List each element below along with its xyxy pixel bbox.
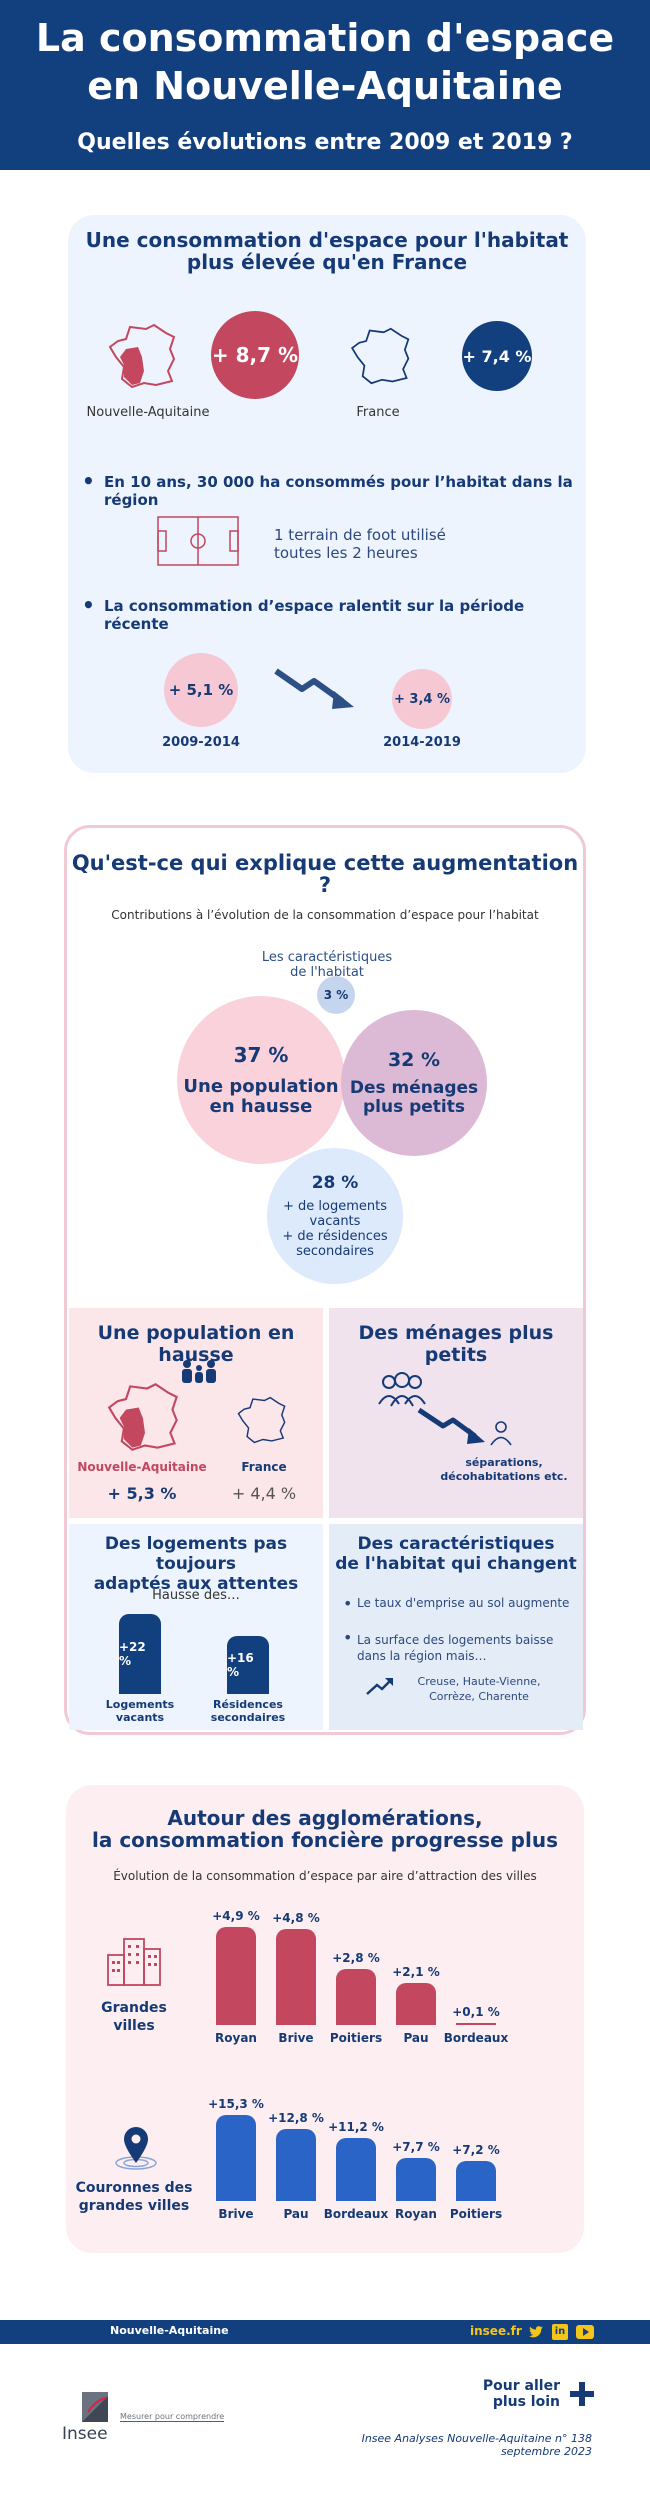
chart-bar <box>396 2157 436 2201</box>
chart-bar-label: +4,8 % <box>272 1911 320 1925</box>
section3-subtitle: Évolution de la consommation d’espace pa… <box>113 1869 537 1883</box>
period2-label: 2014-2019 <box>383 735 461 750</box>
habitat-char-bubble: 3 % <box>317 976 355 1014</box>
chart-category-label: Poitiers <box>449 2207 503 2221</box>
panel-menages: Des ménages plus petits séparations, déc… <box>329 1308 583 1518</box>
footer-site-link[interactable]: insee.fr <box>470 2324 522 2338</box>
insee-logo-icon <box>82 2392 108 2422</box>
habitat-char-label: Les caractéristiques de l'habitat <box>261 950 393 980</box>
panel-population: Une population en hausse Nouvelle-Aquita… <box>69 1308 323 1518</box>
chart-category-label: Royan <box>215 2031 257 2045</box>
menages-bubble: 32 % Des ménages plus petits <box>341 1010 487 1156</box>
page-subtitle: Quelles évolutions entre 2009 et 2019 ? <box>77 130 573 155</box>
fr-map-icon <box>237 1396 286 1444</box>
page-title: La consommation d'espace en Nouvelle-Aqu… <box>35 16 615 108</box>
chart-grandes-villes: +4,9 % Royan +4,8 % Brive +2,8 % Poitiers +2,1… <box>66 1785 584 2253</box>
bar-logements-vacants: +22 % <box>119 1614 161 1694</box>
person-icon <box>490 1421 512 1446</box>
chart-category-label: Bordeaux <box>323 2207 389 2221</box>
panel-logements: Des logements pas toujours adaptés aux a… <box>69 1524 323 1730</box>
insee-logo-text: Insee <box>62 2424 108 2444</box>
chart-bar <box>216 1927 256 2025</box>
trend-down-arrow-icon <box>274 668 354 709</box>
section-explication: Qu'est-ce qui explique cette augmentatio… <box>64 825 586 1735</box>
section-habitat: Une consommation d'espace pour l'habitat… <box>68 215 586 773</box>
p4-bullet2: • La surface des logements baisse dans l… <box>343 1628 554 1664</box>
page-header: La consommation d'espace en Nouvelle-Aqu… <box>0 0 650 170</box>
chart-bar <box>456 2160 496 2201</box>
chart-bar <box>276 1929 316 2025</box>
chart-bar-label: +12,8 % <box>268 2111 324 2125</box>
section3-title: Autour des agglomérations, la consommati… <box>92 1806 558 1852</box>
location-pin-icon <box>115 2127 157 2170</box>
section2-title: Qu'est-ce qui explique cette augmentatio… <box>71 851 579 897</box>
france-map-icon <box>350 327 410 385</box>
period2-bubble: + 3,4 % <box>392 669 452 729</box>
group2-label: Couronnes des grandes villes <box>75 2180 193 2214</box>
chart-bar <box>336 1969 376 2025</box>
chart-bar-label: +11,2 % <box>328 2120 384 2134</box>
chart-bar-label: +0,1 % <box>452 2005 500 2019</box>
chart-bar <box>276 2129 316 2201</box>
chart-category-label: Poitiers <box>329 2031 383 2045</box>
trend-up-arrow-icon <box>366 1678 393 1695</box>
na-label: Nouvelle-Aquitaine <box>86 405 210 420</box>
chart-bar <box>456 2023 496 2025</box>
bullet-ha: En 10 ans, 30 000 ha consommés pour l’ha… <box>82 469 574 509</box>
france-map-na-icon <box>108 323 176 389</box>
chart-bar-label: +2,1 % <box>392 1965 440 1979</box>
chart-category-label: Brive <box>278 2031 314 2045</box>
group1-label: Grandes villes <box>101 2000 167 2034</box>
panel-caracteristiques: Des caractéristiques de l'habitat qui ch… <box>329 1524 583 1730</box>
insee-tagline: Mesurer pour comprendre <box>120 2412 225 2422</box>
chart-bar <box>336 2138 376 2201</box>
chart-bar <box>396 1983 436 2025</box>
football-field-icon <box>157 516 239 566</box>
city-buildings-icon <box>107 1938 161 1986</box>
chart-bar-label: +7,2 % <box>452 2142 500 2157</box>
group-icon <box>378 1372 426 1407</box>
footer-region: Nouvelle-Aquitaine <box>110 2324 229 2337</box>
chart-bar <box>216 2114 256 2201</box>
bar-residences-secondaires: +16 % <box>227 1635 269 1694</box>
bullet-ralentit: La consommation d’espace ralentit sur la… <box>82 593 574 633</box>
chart-bar-label: +2,8 % <box>332 1951 380 1965</box>
footer-band: Nouvelle-Aquitaine insee.fr in <box>0 2320 650 2344</box>
chart-bar-label: +4,9 % <box>212 1909 260 1923</box>
section1-title: Une consommation d'espace pour l'habitat… <box>85 228 569 274</box>
plus-icon[interactable] <box>568 2380 596 2408</box>
fr-habitat-bubble: + 7,4 % <box>462 321 532 391</box>
chart-category-label: Brive <box>218 2207 254 2221</box>
na-habitat-bubble: + 8,7 % <box>211 311 299 399</box>
chart-bar-label: +7,7 % <box>392 2139 440 2154</box>
chart-category-label: Pau <box>283 2207 309 2221</box>
period1-bubble: + 5,1 % <box>164 653 238 727</box>
na-map-icon <box>107 1383 178 1451</box>
more-link[interactable]: Pour aller plus loin <box>482 2378 560 2410</box>
fr-label: France <box>356 405 400 420</box>
publication-reference: Insee Analyses Nouvelle-Aquitaine n° 138… <box>361 2432 592 2458</box>
p4-bullet1: • Le taux d'emprise au sol augmente <box>343 1594 570 1613</box>
chart-couronnes: +15,3 % Brive +12,8 % Pau +11,2 % Bordeaux +7,… <box>66 1785 584 2253</box>
chart-category-label: Royan <box>395 2207 437 2221</box>
period1-label: 2009-2014 <box>162 735 240 750</box>
trend-down-arrow-icon-2 <box>417 1407 485 1444</box>
twitter-icon[interactable] <box>528 2324 544 2340</box>
family-icon <box>182 1360 216 1383</box>
chart-bar-label: +15,3 % <box>208 2096 264 2111</box>
chart-category-label: Pau <box>403 2031 429 2045</box>
section2-subtitle: Contributions à l’évolution de la consom… <box>111 908 539 922</box>
logements-bubble: 28 % + de logements vacants + de résiden… <box>267 1148 403 1284</box>
section-agglomerations: Autour des agglomérations, la consommati… <box>66 1785 584 2253</box>
football-text: 1 terrain de foot utilisé toutes les 2 h… <box>274 526 446 562</box>
linkedin-icon[interactable]: in <box>552 2324 568 2340</box>
chart-category-label: Bordeaux <box>443 2031 509 2045</box>
youtube-icon[interactable] <box>576 2324 594 2340</box>
population-bubble: 37 % Une population en hausse <box>177 996 345 1164</box>
